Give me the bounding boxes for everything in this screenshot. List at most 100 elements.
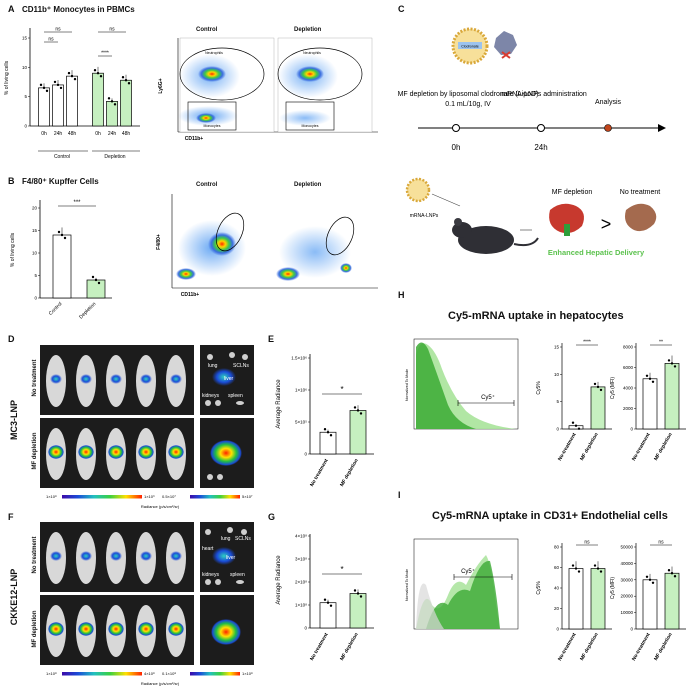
panel-h-mfi-xtick-0: No-treatment	[631, 432, 652, 462]
panel-g-bar-no-treatment-point	[326, 601, 330, 604]
panel-d-row1-wrap: No treatment	[28, 345, 38, 415]
panel-b-sig: ***	[73, 200, 81, 206]
panel-a-xtick-1: 24h	[54, 131, 63, 137]
panel-i-cy5pct-ytick-label: 60	[554, 565, 560, 570]
mouse-signal	[110, 551, 122, 561]
mouse-signal	[170, 551, 182, 561]
panel-a-bar-1-point	[56, 83, 60, 87]
c-no-treatment: No treatment	[620, 189, 661, 196]
panel-i-cy5pct-ytick-label: 20	[554, 606, 560, 611]
panel-a-flow-xlabel: CD11b+	[185, 136, 204, 142]
panel-g-bar-mf-depletion-point	[356, 592, 360, 595]
mouse-signal	[80, 551, 92, 561]
panel-h-cy5pct-ytick-label: 15	[554, 345, 560, 350]
panel-a-ytick-label: 15	[22, 36, 28, 41]
panel-b-xtick-control: Control	[48, 301, 64, 317]
panel-i-mfi-sig: ns	[658, 540, 664, 546]
panel-h-mfi-sig: **	[659, 340, 663, 346]
panel-h-mfi-bar-2	[664, 363, 680, 430]
panel-h-cy5pct-bar-1-point	[571, 421, 575, 424]
panel-e-bar-mf-depletion	[349, 410, 367, 455]
d-organ-sclns: SCLNs	[233, 363, 249, 369]
panel-letter-i: I	[398, 490, 401, 500]
panel-e-bar-chart: 0 5×10⁵ 1×10⁶ 1.5×10⁶ * Average Radiance No…	[276, 354, 374, 488]
panel-i-cy5pct-bar-1-point	[571, 564, 575, 567]
panel-h-mfi-bar-2-point	[667, 359, 671, 362]
d-scale1-max: 1×10⁹	[144, 494, 155, 499]
panel-a-bar-0-point	[42, 86, 46, 90]
panel-e-bar-no-treatment	[319, 431, 337, 455]
panel-f-row1-label: No treatment	[32, 536, 38, 574]
d-organ-kidneys: kidneys	[202, 393, 219, 399]
panel-e-bar-no-treatment-point	[326, 431, 330, 434]
panel-h-mfi-bar-2-point	[673, 365, 677, 368]
panel-a-bar-0	[38, 87, 50, 127]
panel-f-row2-label: MF depletion	[32, 610, 38, 648]
panel-e-ytick-label: 1.5×10⁶	[291, 356, 307, 361]
f-scale1-max: 4×10⁸	[144, 671, 155, 676]
panel-i-title: Cy5-mRNA uptake in CD31+ Endothelial cel…	[432, 510, 668, 522]
panel-g-ytick-label: 2×10⁸	[295, 580, 307, 585]
panel-e-xtick-2: MF depletion	[339, 458, 360, 488]
panel-i-mfi-bar-1-point	[651, 581, 655, 584]
panel-d-row2-wrap: MF depletion	[28, 418, 38, 488]
panel-g-ytick-label: 3×10⁸	[295, 557, 307, 562]
panel-i-cy5pct-bar-2-point	[593, 564, 597, 567]
panel-a-flow-title-control: Control	[196, 27, 218, 33]
panel-a-bar-2-point	[70, 74, 74, 78]
panel-d-ivis-images: lung SCLNs liver kidneys spleen 1×10⁸ 1×…	[40, 345, 254, 509]
panel-a-xtick-3: 0h	[95, 131, 101, 137]
panel-letter-e: E	[268, 334, 275, 344]
panel-g-sig: *	[340, 565, 343, 574]
panel-d-side: MC3-LNP	[9, 345, 22, 493]
panel-f-row2-wrap: MF depletion	[28, 596, 38, 666]
panel-h-mfi-ytick-label: 2000	[623, 406, 634, 411]
panel-i-cy5pct-bar-2	[590, 568, 606, 630]
panel-i-mfi-xtick-1: MF depletion	[653, 632, 674, 662]
panel-a-bar-5-point	[121, 76, 125, 79]
panel-i-mfi-xtick-0: No-treatment	[631, 632, 652, 662]
panel-a-xtick-2: 48h	[68, 131, 77, 137]
f-organ-lung: lung	[221, 536, 231, 542]
panel-h-cy5pct-bar-2-point	[596, 385, 600, 389]
panel-g-ylabel: Average Radiance	[276, 555, 282, 605]
panel-i-gate: Cy5⁺	[461, 568, 475, 575]
panel-letter-c: C	[398, 4, 405, 14]
panel-b-ytick-label: 0	[34, 296, 37, 301]
panel-e-ytick-label: 0	[304, 452, 307, 457]
panel-a-bar-3-point	[96, 72, 100, 75]
panel-e-ytick-label: 1×10⁶	[295, 388, 307, 393]
d-organ-lung: lung	[208, 363, 218, 369]
panel-i-cy5pct-ytick-label: 40	[554, 586, 560, 591]
c-step2: mRNA-LNPs administration	[501, 91, 587, 98]
panel-b-xtick-depletion: Depletion	[78, 301, 97, 320]
panel-f-row1-wrap: No treatment	[28, 522, 38, 592]
mouse-signal	[48, 445, 64, 459]
panel-i-cy5pct-bar-2-point	[599, 570, 603, 573]
panel-a-bar-5	[120, 79, 132, 127]
gate-neutrophils-depletion: Neutrophils	[303, 51, 321, 55]
panel-b-flow-title-control: Control	[196, 182, 218, 188]
panel-i-mfi-bar-1-point	[645, 575, 649, 578]
panel-i-mfi-bar-2	[664, 572, 680, 630]
panel-b-bar-depletion-point	[94, 278, 98, 282]
panel-h-cy5pct-xtick-0: No-treatment	[557, 432, 578, 462]
panel-i-hist-ylabel: Normalized To Mode	[405, 569, 409, 601]
panel-a-bar-2	[66, 75, 78, 127]
panel-a-flow-title-depletion: Depletion	[294, 27, 322, 33]
panel-i-plots: Cy5⁺ Normalized To Mode 0 20 40 60 80 ns Cy5% N…	[405, 538, 686, 662]
panel-a-bar-2-point	[73, 77, 77, 81]
panel-h-mfi-ytick-label: 8000	[623, 345, 634, 350]
panel-a-bar-1	[52, 84, 64, 127]
panel-letter-d: D	[8, 334, 15, 344]
panel-i-cy5pct-ytick-label: 80	[554, 545, 560, 550]
panel-b-bar-depletion-point	[91, 275, 95, 279]
panel-i-mfi-bar-2-point	[673, 575, 677, 578]
f-scale2-max: 1×10⁸	[242, 671, 253, 676]
panel-e-ylabel: Average Radiance	[276, 379, 282, 429]
panel-letter-h: H	[398, 290, 405, 300]
panel-a-bar-0-point	[45, 89, 49, 93]
f-organ-heart: heart	[202, 546, 214, 552]
panel-h-cy5pct-ytick-label: 10	[554, 372, 560, 377]
panel-e-sig: *	[340, 385, 343, 394]
